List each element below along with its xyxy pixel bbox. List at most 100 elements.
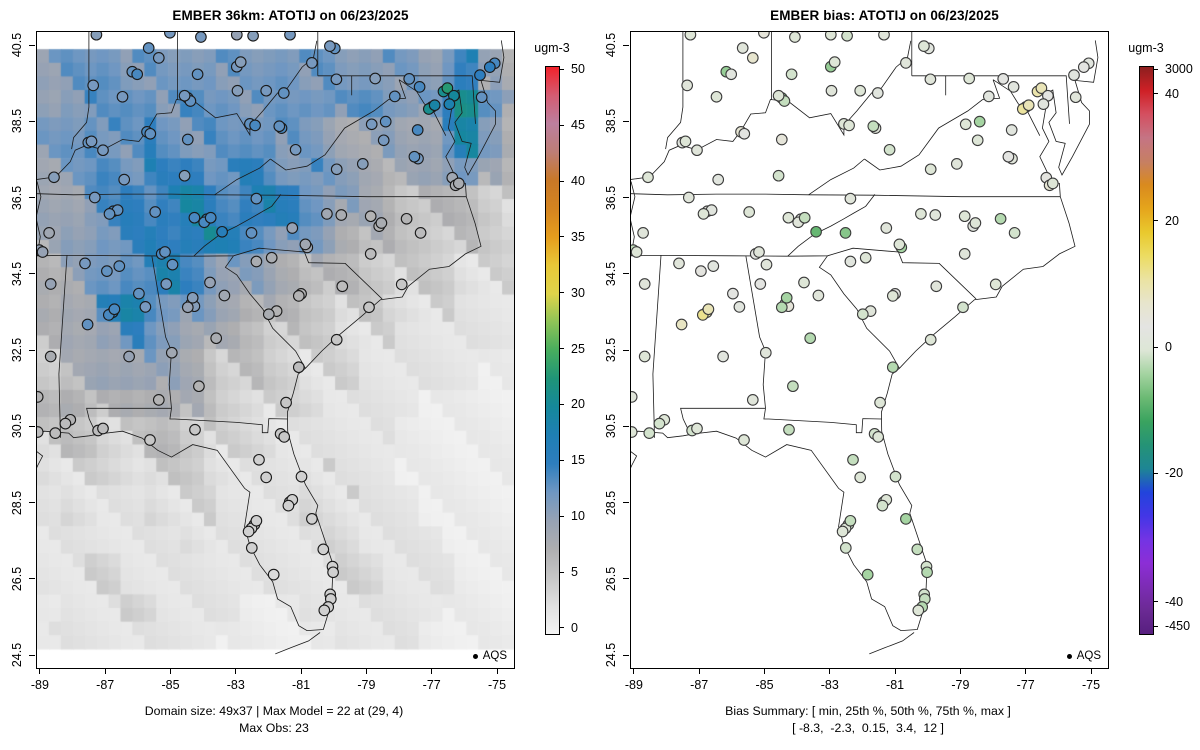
station-dot bbox=[292, 361, 305, 374]
y-axis-tick bbox=[623, 425, 629, 427]
station-dot bbox=[37, 391, 44, 403]
state-border-line bbox=[169, 408, 288, 434]
state-border-line bbox=[37, 40, 505, 632]
station-dot bbox=[210, 332, 223, 345]
station-dot bbox=[782, 211, 795, 224]
y-axis-tick bbox=[29, 273, 35, 275]
y-axis-tick bbox=[29, 654, 35, 656]
station-dot bbox=[969, 217, 982, 229]
y-tick-label: 32.5 bbox=[604, 337, 618, 363]
station-dot bbox=[260, 471, 273, 484]
station-dot bbox=[867, 120, 880, 133]
x-tick-label: -81 bbox=[886, 678, 905, 692]
x-tick-label: -83 bbox=[820, 678, 839, 692]
station-dot bbox=[282, 499, 295, 512]
station-dot bbox=[375, 217, 388, 229]
station-dot bbox=[924, 333, 937, 346]
station-dot bbox=[414, 227, 427, 239]
colorbar-tick bbox=[1153, 346, 1158, 348]
colorbar-tick bbox=[559, 236, 564, 238]
station-dot bbox=[702, 303, 715, 316]
station-dot bbox=[738, 434, 750, 446]
station-dot bbox=[317, 543, 330, 556]
x-axis-tick bbox=[764, 668, 765, 674]
y-tick-label: 26.5 bbox=[604, 566, 618, 592]
colorbar-tick-label: -40 bbox=[1165, 594, 1184, 609]
station-dot bbox=[746, 52, 759, 64]
station-dot bbox=[164, 32, 176, 39]
station-dot bbox=[1007, 81, 1020, 93]
station-dot bbox=[336, 280, 349, 293]
station-dot bbox=[1022, 99, 1035, 112]
station-dot bbox=[789, 32, 801, 43]
station-dot bbox=[37, 426, 44, 438]
x-axis-tick bbox=[1025, 668, 1027, 674]
station-dot bbox=[675, 318, 688, 331]
y-tick-label: 28.5 bbox=[604, 490, 618, 515]
station-dot bbox=[810, 225, 822, 238]
colorbar-tick-label: 20 bbox=[1165, 213, 1179, 228]
station-dot bbox=[193, 380, 205, 393]
station-dot bbox=[369, 72, 382, 85]
state-border-line bbox=[665, 32, 684, 150]
station-dot bbox=[377, 134, 390, 147]
station-dot bbox=[918, 40, 930, 52]
station-dot bbox=[101, 265, 113, 277]
station-dot bbox=[637, 227, 649, 239]
colorbar-tick-label: -450 bbox=[1165, 619, 1191, 634]
panel-title-model: EMBER 36km: ATOTIJ on 06/23/2025 bbox=[172, 8, 409, 23]
station-dot bbox=[356, 158, 369, 170]
colorbar-tick-label: 3000 bbox=[1165, 62, 1193, 77]
y-axis-tick bbox=[29, 120, 35, 122]
station-dot bbox=[189, 423, 201, 436]
station-dot bbox=[997, 73, 1010, 85]
station-dot bbox=[759, 346, 772, 359]
station-dot bbox=[191, 68, 204, 81]
model-raster-canvas bbox=[37, 32, 514, 668]
station-dot bbox=[886, 361, 899, 374]
y-axis-tick bbox=[623, 654, 629, 656]
y-axis-tick bbox=[623, 44, 629, 46]
station-dot bbox=[883, 143, 896, 156]
state-border-line bbox=[631, 40, 912, 180]
station-dot bbox=[97, 144, 109, 157]
x-tick-label: -75 bbox=[1081, 678, 1101, 692]
legend-point-icon bbox=[472, 653, 478, 659]
station-dot bbox=[957, 301, 969, 314]
station-dot bbox=[250, 192, 263, 205]
station-dot bbox=[673, 257, 685, 270]
station-dot bbox=[245, 227, 258, 239]
station-dot bbox=[152, 394, 165, 406]
station-dot bbox=[231, 84, 244, 97]
colorbar-tick-label: 40 bbox=[571, 174, 585, 189]
y-axis-tick bbox=[29, 44, 35, 46]
colorbar-model bbox=[545, 66, 560, 635]
station-dot bbox=[963, 72, 976, 85]
station-dot bbox=[921, 566, 933, 579]
station-dot bbox=[395, 278, 408, 291]
station-dot bbox=[139, 301, 152, 313]
station-dot bbox=[452, 177, 465, 190]
station-dot bbox=[475, 91, 488, 104]
bias-map-svg bbox=[631, 32, 1099, 655]
y-tick-label: 24.5 bbox=[10, 643, 24, 668]
station-dot bbox=[844, 255, 857, 268]
station-dot bbox=[1037, 98, 1050, 110]
station-dot bbox=[994, 212, 1007, 225]
station-dot bbox=[131, 68, 144, 81]
station-dot bbox=[638, 278, 651, 290]
station-dot bbox=[318, 604, 331, 617]
station-dot bbox=[631, 246, 643, 258]
station-dot bbox=[365, 118, 378, 131]
station-dot bbox=[165, 346, 178, 359]
state-border-line bbox=[680, 407, 766, 428]
station-dot bbox=[733, 301, 746, 313]
station-dot bbox=[712, 173, 725, 186]
colorbar-tick bbox=[1153, 472, 1158, 474]
colorbar-tick bbox=[1153, 625, 1158, 627]
model-map-plot: AQS bbox=[36, 31, 515, 669]
state-border-line bbox=[37, 181, 42, 256]
station-dot bbox=[754, 278, 767, 290]
colorbar-tick bbox=[559, 124, 564, 126]
station-dot bbox=[43, 227, 55, 239]
